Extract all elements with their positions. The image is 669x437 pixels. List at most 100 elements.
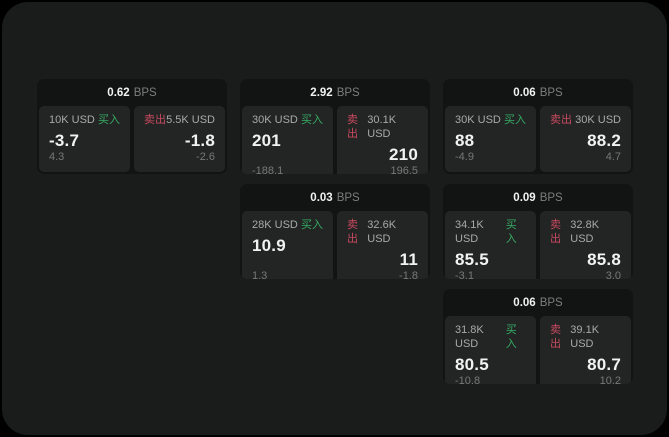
buy-amount: 10K USD — [49, 114, 95, 126]
bps-value: 0.03 — [310, 191, 333, 204]
buy-delta: -4.9 — [455, 151, 474, 163]
bps-unit: BPS — [539, 86, 563, 99]
sell-panel[interactable]: 卖出 32.8K USD 85.8 3.0 — [540, 211, 631, 279]
buy-label: 买入 — [301, 114, 323, 126]
buy-panel[interactable]: 10K USD 买入 -3.7 4.3 — [39, 106, 130, 172]
quote-card: 0.06 BPS 30K USD 买入 88 -4.9 卖出 30K USD — [443, 79, 633, 174]
card-header: 2.92 BPS — [240, 79, 430, 106]
buy-panel[interactable]: 30K USD 买入 88 -4.9 — [445, 106, 536, 172]
bps-unit: BPS — [336, 86, 360, 99]
sell-amount: 30.1K USD — [367, 114, 397, 140]
buy-panel[interactable]: 28K USD 买入 10.9 1.3 — [242, 211, 333, 279]
sell-label: 卖出 — [347, 114, 358, 140]
buy-panel-top: 28K USD 买入 — [252, 218, 323, 232]
bps-value: 0.06 — [513, 86, 536, 99]
buy-delta: -10.8 — [455, 375, 481, 384]
panel-row: 10K USD 买入 -3.7 4.3 卖出 5.5K USD -1.8 -2.… — [37, 106, 227, 174]
sell-delta: -1.8 — [399, 270, 418, 279]
bps-value: 0.62 — [107, 86, 130, 99]
buy-label: 买入 — [301, 219, 323, 231]
buy-value: 80.5 — [455, 355, 489, 374]
sell-panel[interactable]: 卖出 32.6K USD 11 -1.8 — [337, 211, 428, 279]
buy-amount: 30K USD — [455, 114, 501, 126]
sell-label: 卖出 — [550, 114, 572, 126]
buy-amount: 30K USD — [252, 114, 298, 126]
buy-label: 买入 — [505, 324, 517, 350]
sell-panel-top: 卖出 30K USD — [550, 113, 621, 127]
sell-value: -1.8 — [184, 131, 215, 150]
bps-unit: BPS — [539, 296, 563, 309]
buy-panel-top: 30K USD 买入 — [252, 113, 323, 127]
card-header: 0.62 BPS — [37, 79, 227, 106]
card-header: 0.09 BPS — [443, 184, 633, 211]
sell-label: 卖出 — [347, 219, 358, 245]
quote-card: 2.92 BPS 30K USD 买入 201 -188.1 卖出 30.1K … — [240, 79, 430, 174]
sell-panel[interactable]: 卖出 39.1K USD 80.7 10.2 — [540, 316, 631, 384]
bps-unit: BPS — [133, 86, 157, 99]
buy-panel-top: 34.1K USD 买入 — [455, 218, 526, 246]
buy-panel-top: 10K USD 买入 — [49, 113, 120, 127]
sell-label: 卖出 — [550, 324, 561, 350]
panel-row: 28K USD 买入 10.9 1.3 卖出 32.6K USD 11 -1.8 — [240, 211, 430, 279]
sell-delta: 3.0 — [605, 270, 621, 279]
sell-value: 11 — [399, 250, 418, 269]
buy-label: 买入 — [98, 114, 120, 126]
sell-panel-top: 卖出 30.1K USD — [347, 113, 418, 141]
sell-delta: -2.6 — [196, 151, 215, 163]
buy-delta: 1.3 — [252, 270, 268, 279]
sell-amount: 5.5K USD — [166, 114, 215, 126]
panel-row: 31.8K USD 买入 80.5 -10.8 卖出 39.1K USD 80.… — [443, 316, 633, 384]
sell-panel[interactable]: 卖出 30K USD 88.2 4.7 — [540, 106, 631, 172]
buy-delta: 4.3 — [49, 151, 65, 163]
bps-unit: BPS — [336, 191, 360, 204]
sell-value: 85.8 — [587, 250, 621, 269]
sell-label: 卖出 — [550, 219, 561, 245]
panel-row: 30K USD 买入 88 -4.9 卖出 30K USD 88.2 4.7 — [443, 106, 633, 174]
sell-value: 88.2 — [587, 131, 621, 150]
buy-value: 10.9 — [252, 236, 286, 255]
buy-value: 88 — [455, 131, 475, 150]
buy-value: 201 — [252, 131, 281, 150]
sell-panel[interactable]: 卖出 30.1K USD 210 196.5 — [337, 106, 428, 174]
buy-amount: 34.1K USD — [455, 219, 484, 245]
sell-value: 210 — [389, 145, 418, 164]
card-header: 0.06 BPS — [443, 79, 633, 106]
buy-panel[interactable]: 30K USD 买入 201 -188.1 — [242, 106, 333, 174]
sell-panel-top: 卖出 32.6K USD — [347, 218, 418, 246]
buy-label: 买入 — [505, 219, 517, 245]
buy-amount: 31.8K USD — [455, 324, 484, 350]
bps-value: 2.92 — [310, 86, 333, 99]
quote-card: 0.62 BPS 10K USD 买入 -3.7 4.3 卖出 5.5K USD — [37, 79, 227, 174]
sell-delta: 10.2 — [599, 375, 621, 384]
sell-panel[interactable]: 卖出 5.5K USD -1.8 -2.6 — [134, 106, 225, 172]
card-header: 0.06 BPS — [443, 289, 633, 316]
buy-delta: -3.1 — [455, 270, 474, 279]
bps-value: 0.06 — [513, 296, 536, 309]
sell-value: 80.7 — [587, 355, 621, 374]
buy-value: -3.7 — [49, 131, 80, 150]
sell-delta: 196.5 — [390, 165, 418, 174]
buy-delta: -188.1 — [252, 165, 284, 174]
bps-value: 0.09 — [513, 191, 536, 204]
card-header: 0.03 BPS — [240, 184, 430, 211]
sell-amount: 39.1K USD — [570, 324, 600, 350]
buy-panel[interactable]: 34.1K USD 买入 85.5 -3.1 — [445, 211, 536, 279]
quote-card: 0.03 BPS 28K USD 买入 10.9 1.3 卖出 32.6K US… — [240, 184, 430, 279]
buy-panel-top: 31.8K USD 买入 — [455, 323, 526, 351]
sell-panel-top: 卖出 39.1K USD — [550, 323, 621, 351]
buy-amount: 28K USD — [252, 219, 298, 231]
sell-label: 卖出 — [144, 114, 166, 126]
buy-panel[interactable]: 31.8K USD 买入 80.5 -10.8 — [445, 316, 536, 384]
sell-panel-top: 卖出 5.5K USD — [144, 113, 215, 127]
buy-panel-top: 30K USD 买入 — [455, 113, 526, 127]
quotes-grid: 0.62 BPS 10K USD 买入 -3.7 4.3 卖出 5.5K USD — [37, 79, 633, 384]
sell-amount: 32.6K USD — [367, 219, 397, 245]
buy-value: 85.5 — [455, 250, 489, 269]
panel-row: 34.1K USD 买入 85.5 -3.1 卖出 32.8K USD 85.8… — [443, 211, 633, 279]
sell-panel-top: 卖出 32.8K USD — [550, 218, 621, 246]
buy-label: 买入 — [504, 114, 526, 126]
sell-amount: 32.8K USD — [570, 219, 600, 245]
panel-row: 30K USD 买入 201 -188.1 卖出 30.1K USD 210 1… — [240, 106, 430, 174]
quote-card: 0.09 BPS 34.1K USD 买入 85.5 -3.1 卖出 32.8K… — [443, 184, 633, 279]
